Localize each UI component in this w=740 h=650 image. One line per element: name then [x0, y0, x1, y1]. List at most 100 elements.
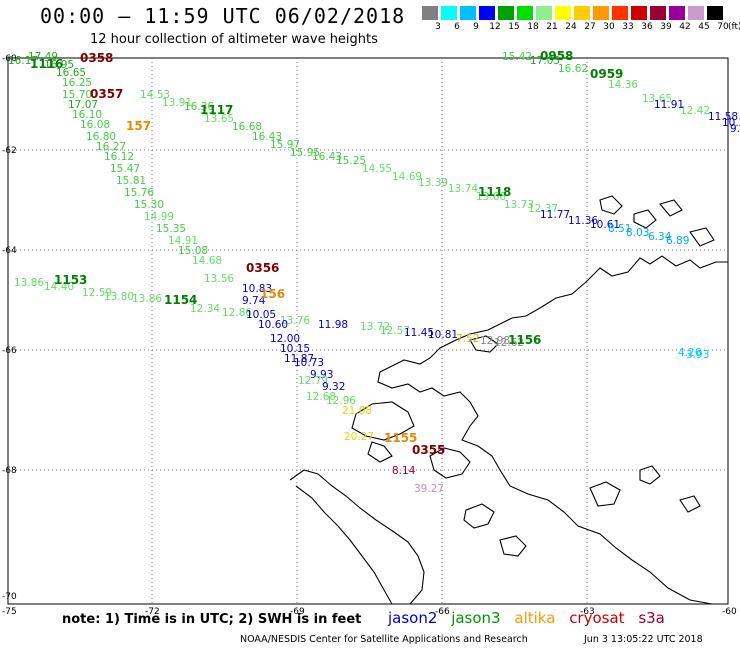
swh-value: 17.07 [68, 99, 98, 111]
coastline [289, 195, 728, 605]
swh-value: 11.91 [654, 99, 684, 111]
swh-value: 13.73 [504, 199, 534, 211]
swh-value: 11.36 [568, 215, 598, 227]
swh-value: 39.27 [414, 483, 444, 495]
pass-label: 1118 [478, 185, 511, 199]
colorbar-label: 15 [508, 22, 520, 32]
swh-value: 16.12 [104, 151, 134, 163]
lat-label-64: -64 [2, 246, 17, 256]
swh-value: 10.81 [428, 329, 458, 341]
colorbar-label: 27 [584, 22, 596, 32]
swh-value: 12.57 [380, 325, 410, 337]
swh-value: 15.08 [178, 245, 208, 257]
lat-label-66: -66 [2, 346, 17, 356]
pass-label: 1153 [54, 273, 87, 287]
swh-value: 10.05 [246, 309, 276, 321]
swh-value: 11.98 [318, 319, 348, 331]
swh-value: 16.10 [72, 109, 102, 121]
swh-value: 8.14 [392, 465, 416, 477]
lat-labels: -60 -62 -64 -66 -68 -70 [2, 54, 17, 602]
page-title: 00:00 – 11:59 UTC 06/02/2018 [40, 4, 406, 28]
colorbar-label: 39 [660, 22, 672, 32]
swh-value: 13.39 [418, 177, 448, 189]
colorbar-swatch [593, 6, 610, 20]
colorbar-swatch [688, 6, 705, 20]
lat-label-60: -60 [2, 54, 17, 64]
swh-value: 11.58 [708, 111, 738, 123]
swh-value: 13.80 [104, 291, 134, 303]
colorbar-swatch [498, 6, 515, 20]
swh-value: 10.61 [590, 219, 620, 231]
colorbar-swatch [479, 6, 496, 20]
colorbar-unit: (ft) [728, 22, 740, 32]
pass-label: 1116 [30, 57, 63, 71]
swh-value: 15.81 [116, 175, 146, 187]
lon-label-69: -69 [290, 607, 305, 617]
swh-value: 11.77 [540, 209, 570, 221]
colorbar-swatch [460, 6, 477, 20]
colorbar-swatch [574, 6, 591, 20]
pass-label: 0357 [90, 87, 123, 101]
swh-value: 6.34 [648, 231, 672, 243]
colorbar-swatch [650, 6, 667, 20]
swh-value: 14.68 [192, 255, 222, 267]
swh-value: 10.60 [258, 319, 288, 331]
swh-value: 4.26 [678, 347, 702, 359]
swh-value: 10.23 [722, 117, 740, 129]
pass-label: 1117 [200, 103, 233, 117]
pass-label: 157 [126, 119, 151, 133]
colorbar-label: 21 [546, 22, 558, 32]
lon-label-75: -75 [2, 607, 17, 617]
colorbar-label: 6 [454, 22, 460, 32]
swh-value: 14.55 [362, 163, 392, 175]
credit-line: NOAA/NESDIS Center for Satellite Applica… [240, 634, 528, 645]
swh-value: 12.42 [680, 105, 710, 117]
legend-jason2: jason2 [388, 609, 438, 627]
swh-value: 12.62 [494, 337, 524, 349]
swh-value: 15.47 [110, 163, 140, 175]
swh-value: 16.95 [44, 59, 74, 71]
swh-value: 15.97 [270, 139, 300, 151]
swh-value: 16.27 [96, 141, 126, 153]
colorbar-swatch [612, 6, 629, 20]
satellite-legend: jason2 jason3 altika cryosat s3a [388, 609, 674, 627]
swh-value: 16.36 [184, 101, 214, 113]
swh-value: 14.69 [392, 171, 422, 183]
pass-label: 1154 [164, 293, 197, 307]
swh-value: 6.89 [666, 235, 689, 247]
colorbar-label: 12 [489, 22, 501, 32]
pass-label: 1155 [384, 431, 417, 445]
colorbar-label: 18 [527, 22, 539, 32]
swh-value: 8.51 [608, 223, 631, 235]
swh-value: 13.86 [14, 277, 44, 289]
swh-value: 12.37 [528, 203, 558, 215]
swh-value: 14.40 [44, 281, 74, 293]
swh-value: 20.27 [344, 431, 374, 443]
pass-label: 1156 [508, 333, 541, 347]
swh-value: 17.49 [28, 51, 58, 63]
colorbar-label: 3 [435, 22, 441, 32]
colorbar-label: 45 [698, 22, 710, 32]
swh-value: 13.76 [280, 315, 310, 327]
legend-s3a: s3a [638, 609, 665, 627]
lon-label-72: -72 [145, 607, 160, 617]
swh-value: 10.15 [280, 343, 310, 355]
swh-value: 16.43 [252, 131, 282, 143]
legend-jason3: jason3 [451, 609, 501, 627]
footer-note: note: 1) Time is in UTC; 2) SWH is in fe… [62, 612, 362, 627]
swh-value: 12.86 [222, 307, 252, 319]
swh-value: 13.74 [448, 183, 478, 195]
lon-labels: -75 -72 -69 -66 -63 -60 [2, 607, 737, 617]
swh-value: 16.08 [80, 119, 110, 131]
swh-value: 16.25 [62, 77, 92, 89]
swh-value: 12.96 [326, 395, 356, 407]
swh-value: 14.53 [140, 89, 170, 101]
swh-value: 12.68 [306, 391, 336, 403]
swh-value: 8.03 [626, 227, 649, 239]
swh-value: 12.98 [480, 335, 510, 347]
swh-value: 3.93 [686, 349, 709, 361]
swh-value: 11.45 [404, 327, 434, 339]
pass-label: 0958 [540, 49, 573, 63]
swh-value: 15.30 [134, 199, 164, 211]
swh-value: 16.68 [232, 121, 262, 133]
